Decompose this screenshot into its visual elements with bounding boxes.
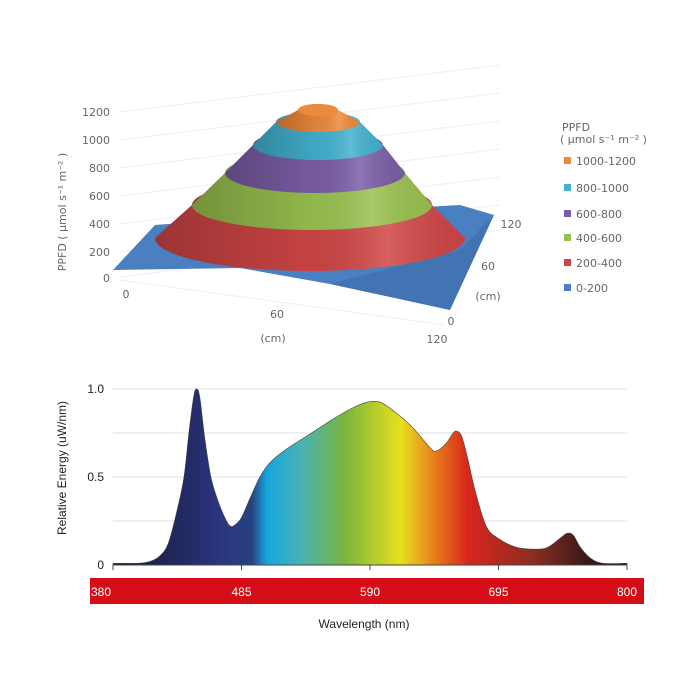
z-tick: 1000 [82,134,110,147]
y-tick: 0 [97,558,104,572]
z-tick: 0 [103,272,110,285]
legend-item-label: 200-400 [576,257,622,270]
z-tick: 1200 [82,106,110,119]
surface-base-shade [330,215,494,310]
surface-band-shading [276,104,360,132]
x-axis-label: Wavelength (nm) [319,617,410,631]
legend-subtitle: ( μmol s⁻¹ m⁻² ) [560,133,647,146]
spectrum-area [112,388,628,566]
wavelength-band [90,578,644,604]
x-tick: 380 [91,585,111,599]
z-tick: 400 [89,218,110,231]
legend: PPFD ( μmol s⁻¹ m⁻² ) 1000-1200 800-1000 6… [560,121,647,295]
x-tick: 120 [427,333,448,346]
legend-item-label: 1000-1200 [576,155,636,168]
x-tick: 60 [270,308,284,321]
surface-chart: 1200 1000 800 600 400 200 0 PPFD ( μmol … [56,64,647,346]
legend-swatch [564,259,571,266]
spectrum-chart: 0 0.5 1.0 380 485 590 695 800 Relative Energy … [55,382,644,631]
z-tick: 800 [89,162,110,175]
x-axis-label: (cm) [260,332,285,345]
y-axis-label: (cm) [475,290,500,303]
y-tick: 60 [481,260,495,273]
z-tick: 200 [89,246,110,259]
z-tick: 600 [89,190,110,203]
z-axis-label: PPFD ( μmol s⁻¹ m⁻² ) [56,153,69,272]
y-tick: 0 [448,315,455,328]
legend-item-label: 0-200 [576,282,608,295]
x-tick: 0 [123,288,130,301]
y-tick: 0.5 [87,470,104,484]
legend-item-label: 800-1000 [576,182,629,195]
legend-title: PPFD [562,121,590,134]
y-tick: 120 [501,218,522,231]
x-tick: 485 [231,585,251,599]
x-tick: 800 [617,585,637,599]
legend-swatch [564,284,571,291]
y-axis-label: Relative Energy (uW/nm) [55,401,69,535]
legend-swatch [564,234,571,241]
legend-swatch [564,184,571,191]
legend-swatch [564,210,571,217]
legend-item-label: 400-600 [576,232,622,245]
x-tick: 695 [488,585,508,599]
z-axis-ticks: 1200 1000 800 600 400 200 0 [82,106,110,285]
x-tick: 590 [360,585,380,599]
legend-item-label: 600-800 [576,208,622,221]
surface-peak [298,104,338,116]
legend-swatch [564,157,571,164]
y-tick: 1.0 [87,382,104,396]
